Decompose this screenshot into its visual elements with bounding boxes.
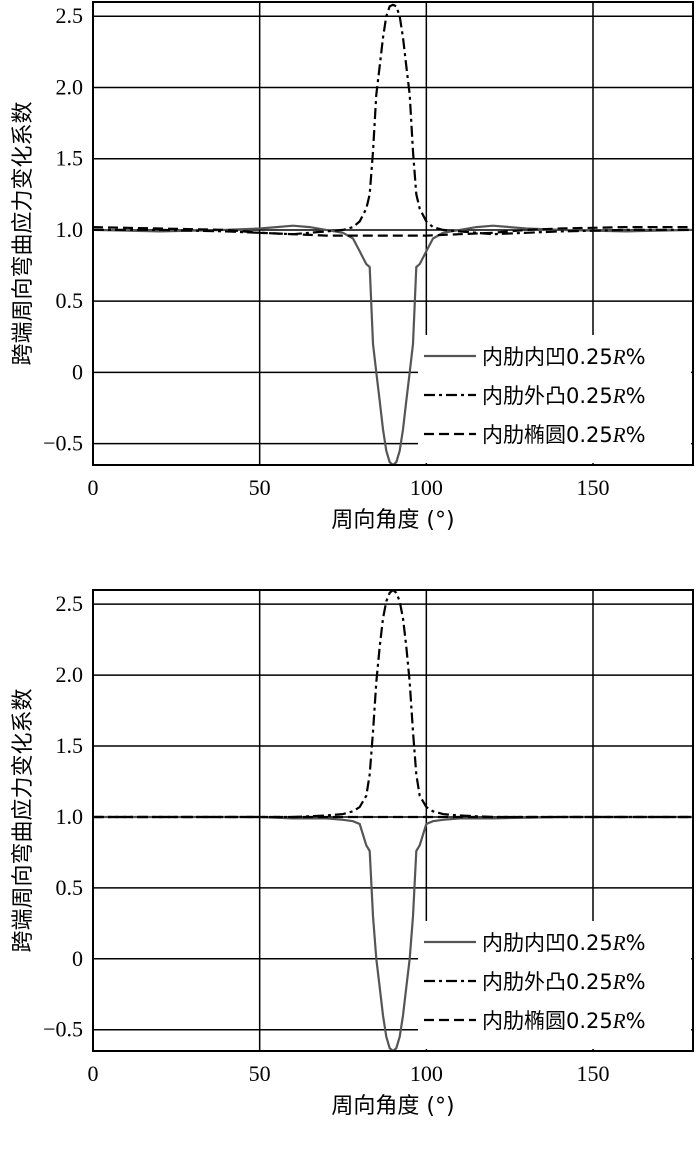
x-axis-title: 周向角度 (°)	[331, 508, 454, 533]
legend-label: 内肋椭圆0.25R%	[482, 1009, 646, 1033]
x-axis-title: 周向角度 (°)	[331, 1094, 454, 1119]
x-tick-label: 50	[249, 1061, 271, 1086]
x-tick-label: 150	[577, 475, 610, 500]
x-tick-label: 0	[88, 1061, 99, 1086]
y-tick-label: 2.0	[56, 74, 84, 99]
series-line	[93, 815, 693, 1051]
series-line	[93, 590, 693, 819]
y-tick-label: 0.5	[56, 288, 84, 313]
y-tick-label: 1.0	[56, 217, 84, 242]
legend: 内肋内凹0.25R% 内肋外凸0.25R% 内肋椭圆0.25R%	[418, 921, 691, 1049]
legend-label: 内肋外凸0.25R%	[482, 970, 646, 994]
y-tick-label: 2.5	[56, 3, 84, 28]
x-tick-label: 150	[577, 1061, 610, 1086]
legend-label: 内肋外凸0.25R%	[482, 384, 646, 408]
y-tick-label: 0	[72, 946, 83, 971]
legend-label: 内肋内凹0.25R%	[482, 931, 646, 955]
y-tick-label: 0.5	[56, 875, 84, 900]
x-tick-label: 100	[410, 1061, 443, 1086]
y-axis-title: 跨端周向弯曲应力变化系数	[11, 688, 36, 952]
y-tick-label: 0	[72, 359, 83, 384]
plot-frame	[92, 589, 694, 1052]
legend: 内肋内凹0.25R% 内肋外凸0.25R% 内肋椭圆0.25R%	[418, 335, 691, 463]
y-tick-label: 2.0	[56, 662, 84, 687]
series-line	[93, 226, 693, 237]
y-tick-label: −0.5	[43, 1017, 83, 1042]
chart-bottom: 0 50 100 150 2.5 2.0 1.5 1.0 0.5 0 −0.5 周向角度 (°) 跨端周…	[0, 588, 700, 1155]
chart-top: 0 50 100 150 2.5 2.0 1.5 1.0 0.5 0 −0.5 周向角度 (°) 跨端周…	[0, 0, 700, 567]
legend-label: 内肋内凹0.25R%	[482, 345, 646, 369]
x-tick-label: 100	[410, 475, 443, 500]
series-line	[93, 3, 693, 236]
y-axis-title: 跨端周向弯曲应力变化系数	[11, 101, 36, 365]
plot-frame	[92, 1, 694, 466]
x-tick-label: 50	[249, 475, 271, 500]
y-tick-label: 1.5	[56, 733, 84, 758]
x-tick-label: 0	[88, 475, 99, 500]
series-line	[93, 224, 693, 465]
y-tick-label: −0.5	[43, 431, 83, 456]
y-tick-label: 2.5	[56, 591, 84, 616]
y-tick-label: 1.5	[56, 146, 84, 171]
y-tick-label: 1.0	[56, 804, 84, 829]
legend-label: 内肋椭圆0.25R%	[482, 423, 646, 447]
